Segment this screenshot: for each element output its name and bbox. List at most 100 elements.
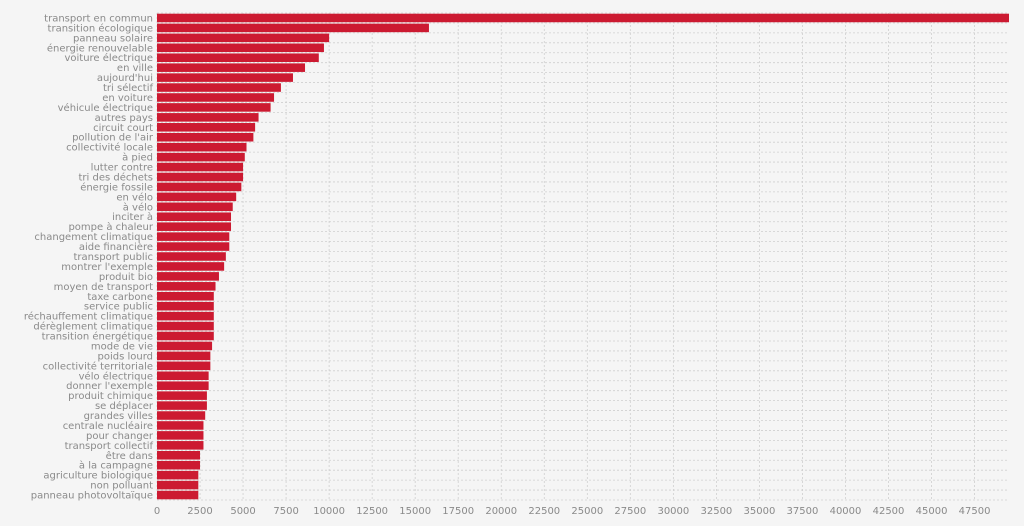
bar — [157, 252, 226, 261]
bar — [157, 73, 293, 82]
category-label: moyen de transport — [54, 282, 153, 293]
category-label: panneau solaire — [73, 33, 153, 44]
category-label: transport public — [74, 252, 153, 263]
bar — [157, 421, 204, 430]
bar — [157, 460, 201, 470]
bars — [157, 13, 1009, 500]
category-label: tri des déchets — [79, 171, 154, 183]
category-label: énergie renouvelable — [47, 42, 153, 54]
bar — [157, 431, 204, 440]
category-label: être dans — [106, 450, 153, 462]
x-tick-label: 2500 — [187, 506, 212, 517]
x-tick-label: 47500 — [959, 506, 991, 517]
bar — [157, 490, 199, 500]
bar — [157, 232, 230, 241]
x-tick-label: 12500 — [356, 506, 388, 517]
category-label: réchauffement climatique — [24, 311, 153, 323]
bar — [157, 222, 232, 231]
bar — [157, 43, 324, 53]
bar — [157, 93, 275, 102]
bar — [157, 103, 271, 112]
category-label: pollution de l'air — [72, 133, 154, 144]
bar — [157, 401, 207, 410]
category-label: inciter à — [112, 211, 153, 223]
grid-lines — [156, 12, 1009, 501]
bar — [157, 480, 199, 490]
category-label: circuit court — [93, 123, 153, 134]
category-label: tri sélectif — [103, 82, 153, 94]
category-label: taxe carbone — [87, 292, 153, 303]
category-label: service public — [84, 302, 153, 313]
bar — [157, 321, 214, 331]
category-label: poids lourd — [98, 351, 154, 362]
category-label: en voiture — [102, 93, 153, 104]
category-label: à vélo — [123, 201, 153, 213]
bar — [157, 451, 201, 460]
category-label: changement climatique — [34, 232, 153, 243]
category-label: lutter contre — [91, 163, 153, 174]
bar — [157, 152, 245, 162]
category-label: aujourd'hui — [97, 73, 153, 84]
bar — [157, 470, 199, 480]
bar — [157, 202, 233, 212]
bar — [157, 242, 230, 251]
category-label: se déplacer — [95, 400, 154, 412]
category-label: à pied — [122, 152, 153, 164]
bar — [157, 123, 256, 132]
x-tick-label: 22500 — [528, 506, 560, 517]
x-tick-label: 42500 — [873, 506, 905, 517]
x-tick-label: 0 — [154, 506, 160, 517]
x-tick-label: 15000 — [399, 506, 431, 517]
category-label: aide financière — [79, 241, 153, 253]
bar — [157, 23, 429, 33]
category-label: centrale nucléaire — [63, 420, 153, 432]
x-tick-label: 20000 — [485, 506, 517, 517]
bar — [157, 441, 204, 450]
category-label: montrer l'exemple — [61, 262, 153, 273]
x-tick-labels: 0 2500 5000 7500 10000 12500 15000 17500 20000 22… — [154, 506, 991, 517]
category-label: produit bio — [99, 272, 153, 283]
bar — [157, 371, 209, 381]
bar — [157, 192, 237, 202]
bar — [157, 301, 214, 311]
bar — [157, 113, 259, 122]
category-label: pour changer — [86, 431, 154, 442]
bar — [157, 33, 330, 43]
category-label: panneau photovoltaïque — [31, 491, 153, 502]
bar — [157, 331, 214, 341]
bar — [157, 291, 214, 301]
category-label: grandes villes — [84, 411, 153, 422]
x-tick-label: 45000 — [916, 506, 948, 517]
x-tick-label: 30000 — [657, 506, 689, 517]
x-tick-label: 7500 — [273, 506, 298, 517]
category-label: agriculture biologique — [43, 471, 153, 482]
bar — [157, 162, 244, 172]
x-tick-label: 35000 — [744, 506, 776, 517]
category-label: mode de vie — [91, 341, 153, 352]
x-tick-label: 32500 — [700, 506, 732, 517]
bar — [157, 351, 211, 361]
category-label: transition écologique — [48, 22, 153, 34]
category-label: donner l'exemple — [66, 381, 153, 392]
category-label: autres pays — [95, 113, 153, 124]
x-tick-label: 5000 — [230, 506, 255, 517]
bar — [157, 381, 209, 390]
category-label: pompe à chaleur — [68, 221, 153, 233]
category-label: véhicule électrique — [58, 102, 153, 114]
x-tick-label: 27500 — [614, 506, 646, 517]
category-label: en ville — [117, 63, 153, 74]
bar — [157, 272, 219, 281]
bar — [157, 341, 213, 351]
bar — [157, 262, 225, 271]
category-label: produit chimique — [68, 391, 153, 402]
category-label: en vélo — [116, 191, 153, 203]
bar — [157, 182, 242, 192]
category-label: transport collectif — [65, 441, 154, 452]
bar — [157, 282, 216, 291]
bar — [157, 391, 207, 400]
category-label: non polluant — [90, 481, 153, 492]
bar — [157, 132, 254, 142]
bar — [157, 361, 211, 371]
category-label: à la campagne — [79, 460, 153, 472]
